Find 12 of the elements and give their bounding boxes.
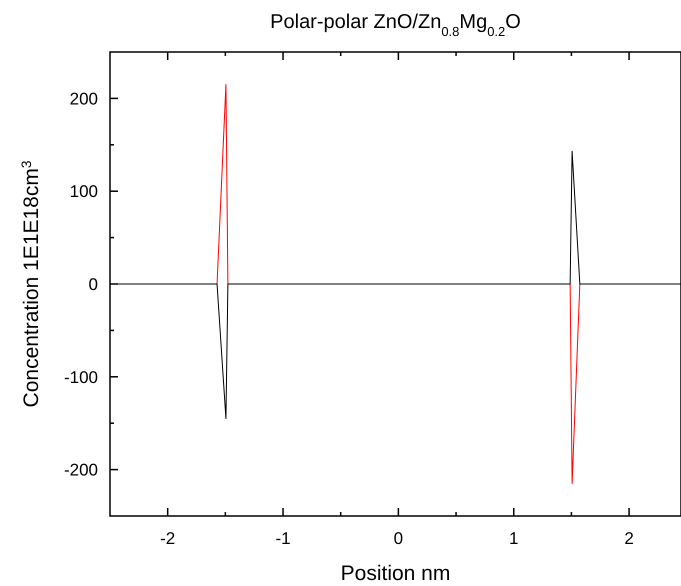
y-tick-label: 200 xyxy=(70,89,98,108)
y-tick-label: -100 xyxy=(64,368,98,387)
y-tick-label: 0 xyxy=(88,275,98,294)
x-tick-label: 2 xyxy=(624,529,634,548)
x-axis-title: Position nm xyxy=(340,562,450,585)
y-tick-label: 100 xyxy=(70,182,98,202)
chart-title: Polar-polar ZnO/Zn$_{0.8}$Mg$_{0.2}$O xyxy=(270,11,521,38)
x-tick-label: -1 xyxy=(275,529,291,548)
x-tick-label: 0 xyxy=(394,529,404,548)
y-tick-label: -200 xyxy=(64,460,98,480)
x-tick-label: -2 xyxy=(160,529,176,548)
x-tick-label: 1 xyxy=(509,529,518,548)
